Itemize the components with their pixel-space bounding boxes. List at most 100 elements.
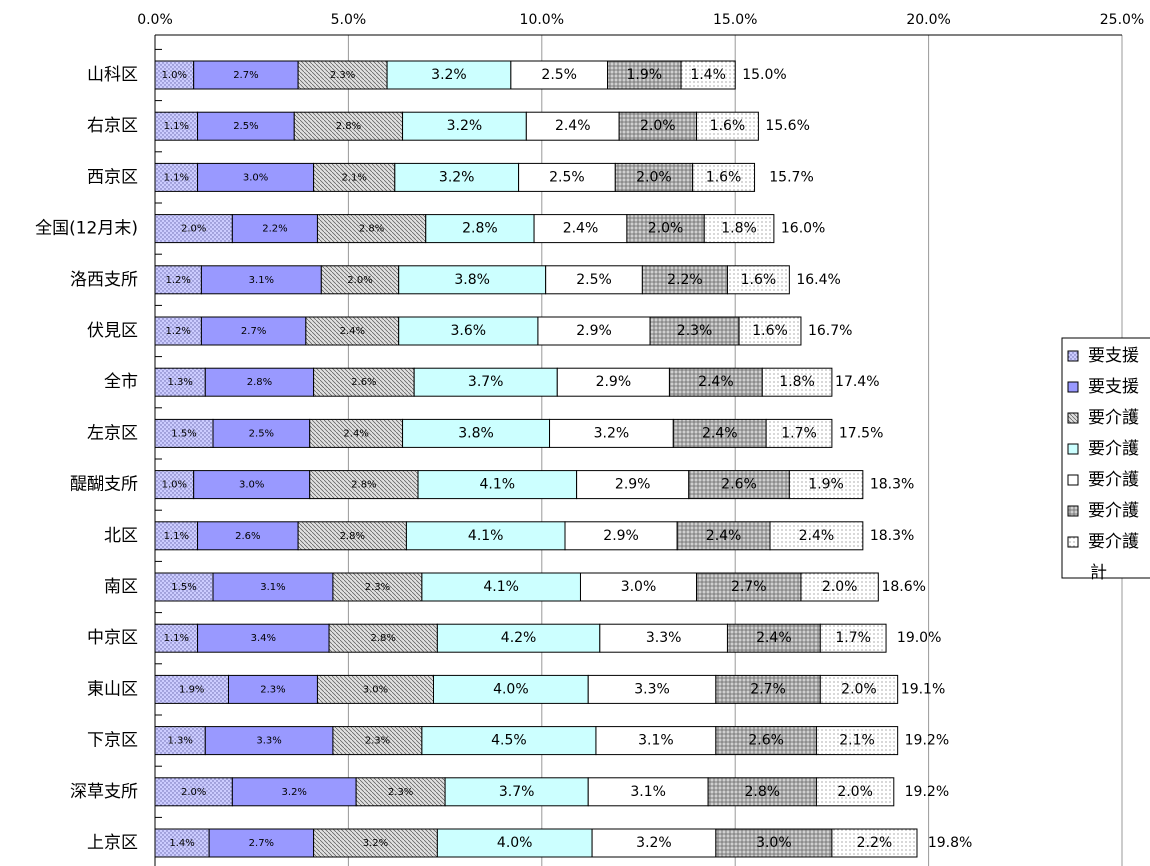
bar-segment (309, 470, 419, 500)
legend-swatch (1067, 474, 1079, 486)
value-label: 2.4% (756, 630, 792, 646)
bar-segment (591, 828, 717, 858)
value-label: 2.5% (541, 67, 577, 83)
total-label: 19.8% (928, 835, 972, 851)
bar-segment (614, 162, 694, 192)
value-label: 2.6% (351, 377, 376, 388)
value-label: 4.1% (468, 528, 504, 544)
bar-segment (587, 777, 709, 807)
bar-segment (355, 777, 446, 807)
value-label: 3.2% (636, 835, 672, 851)
bar-segment (193, 470, 311, 500)
bar-segment (800, 572, 879, 602)
y-tick-label: 南区 (104, 577, 138, 597)
bar-segment (154, 214, 233, 244)
value-label: 1.0% (162, 70, 187, 81)
value-label: 4.0% (497, 835, 533, 851)
y-tick-label: 北区 (104, 526, 138, 546)
legend-swatch (1067, 536, 1079, 548)
value-label: 2.6% (235, 531, 260, 542)
value-label: 1.6% (741, 272, 777, 288)
value-label: 3.3% (646, 630, 682, 646)
bar-segment (405, 521, 566, 551)
bar-segment (154, 162, 199, 192)
bar-segment (212, 418, 311, 448)
value-label: 3.7% (468, 374, 504, 390)
bar-segment (394, 162, 520, 192)
value-label: 2.2% (857, 835, 893, 851)
legend-label: 要介護 (1088, 439, 1139, 459)
value-label: 2.8% (359, 224, 384, 235)
value-label: 2.3% (388, 787, 413, 798)
value-label: 1.9% (627, 67, 663, 83)
total-label: 19.0% (897, 630, 941, 646)
bar-segment (154, 572, 214, 602)
bar-segment (432, 674, 589, 704)
total-label: 19.1% (901, 681, 945, 697)
bar-segment (703, 214, 775, 244)
bar-segment (533, 214, 628, 244)
x-tick-label: 25.0% (1100, 12, 1144, 28)
legend-swatch (1067, 505, 1079, 517)
bar-segment (576, 470, 690, 500)
bar-segment (200, 265, 322, 295)
value-label: 1.5% (171, 582, 196, 593)
total-label: 19.2% (905, 733, 949, 749)
legend-label: 要介護 (1088, 532, 1139, 552)
value-label: 3.7% (499, 784, 535, 800)
value-label: 3.0% (243, 172, 268, 183)
value-label: 2.0% (837, 784, 873, 800)
value-label: 3.0% (621, 579, 657, 595)
value-label: 3.3% (256, 736, 281, 747)
y-tick-label: 伏見区 (87, 321, 138, 341)
total-label: 17.4% (835, 374, 879, 390)
bar-segment (313, 828, 438, 858)
value-label: 1.1% (164, 172, 189, 183)
bar-segment (197, 521, 299, 551)
value-label: 2.0% (648, 221, 684, 237)
bar-segment (761, 367, 833, 397)
value-label: 3.8% (458, 425, 494, 441)
x-tick-label: 0.0% (137, 12, 173, 28)
value-label: 3.1% (249, 275, 274, 286)
bar-segment (738, 316, 802, 346)
bar-segment (436, 623, 601, 653)
legend-swatch (1067, 412, 1079, 424)
bar-segment (293, 111, 404, 141)
value-label: 1.1% (164, 121, 189, 132)
value-label: 1.6% (752, 323, 788, 339)
y-tick-label: 東山区 (87, 679, 138, 699)
value-label: 1.0% (162, 480, 187, 491)
value-label: 2.5% (549, 169, 585, 185)
bar-segment (309, 418, 404, 448)
bar-segment (417, 470, 578, 500)
bar-segment (154, 418, 214, 448)
bar-segment (549, 418, 674, 448)
value-label: 2.0% (347, 275, 372, 286)
value-label: 2.7% (241, 326, 266, 337)
bar-segment (815, 777, 895, 807)
bar-segment (425, 214, 535, 244)
value-label: 2.3% (365, 582, 390, 593)
bar-segment (154, 828, 210, 858)
legend-swatch (1067, 350, 1079, 362)
bar-segment (154, 60, 195, 90)
bar-segment (320, 265, 400, 295)
legend-label: 要介護 (1088, 408, 1139, 428)
value-label: 2.9% (603, 528, 639, 544)
y-tick-label: 深草支所 (70, 782, 138, 802)
value-label: 1.6% (710, 118, 746, 134)
bar-segment (715, 726, 817, 756)
value-label: 2.4% (799, 528, 835, 544)
bar-segment (765, 418, 833, 448)
value-label: 3.2% (594, 425, 630, 441)
value-label: 2.0% (841, 681, 877, 697)
total-label: 19.2% (905, 784, 949, 800)
value-label: 3.0% (756, 835, 792, 851)
bar-segment (204, 726, 334, 756)
bar-segment (564, 521, 678, 551)
bar-segment (819, 623, 887, 653)
legend-swatch (1067, 381, 1079, 393)
bar-segment (413, 367, 558, 397)
